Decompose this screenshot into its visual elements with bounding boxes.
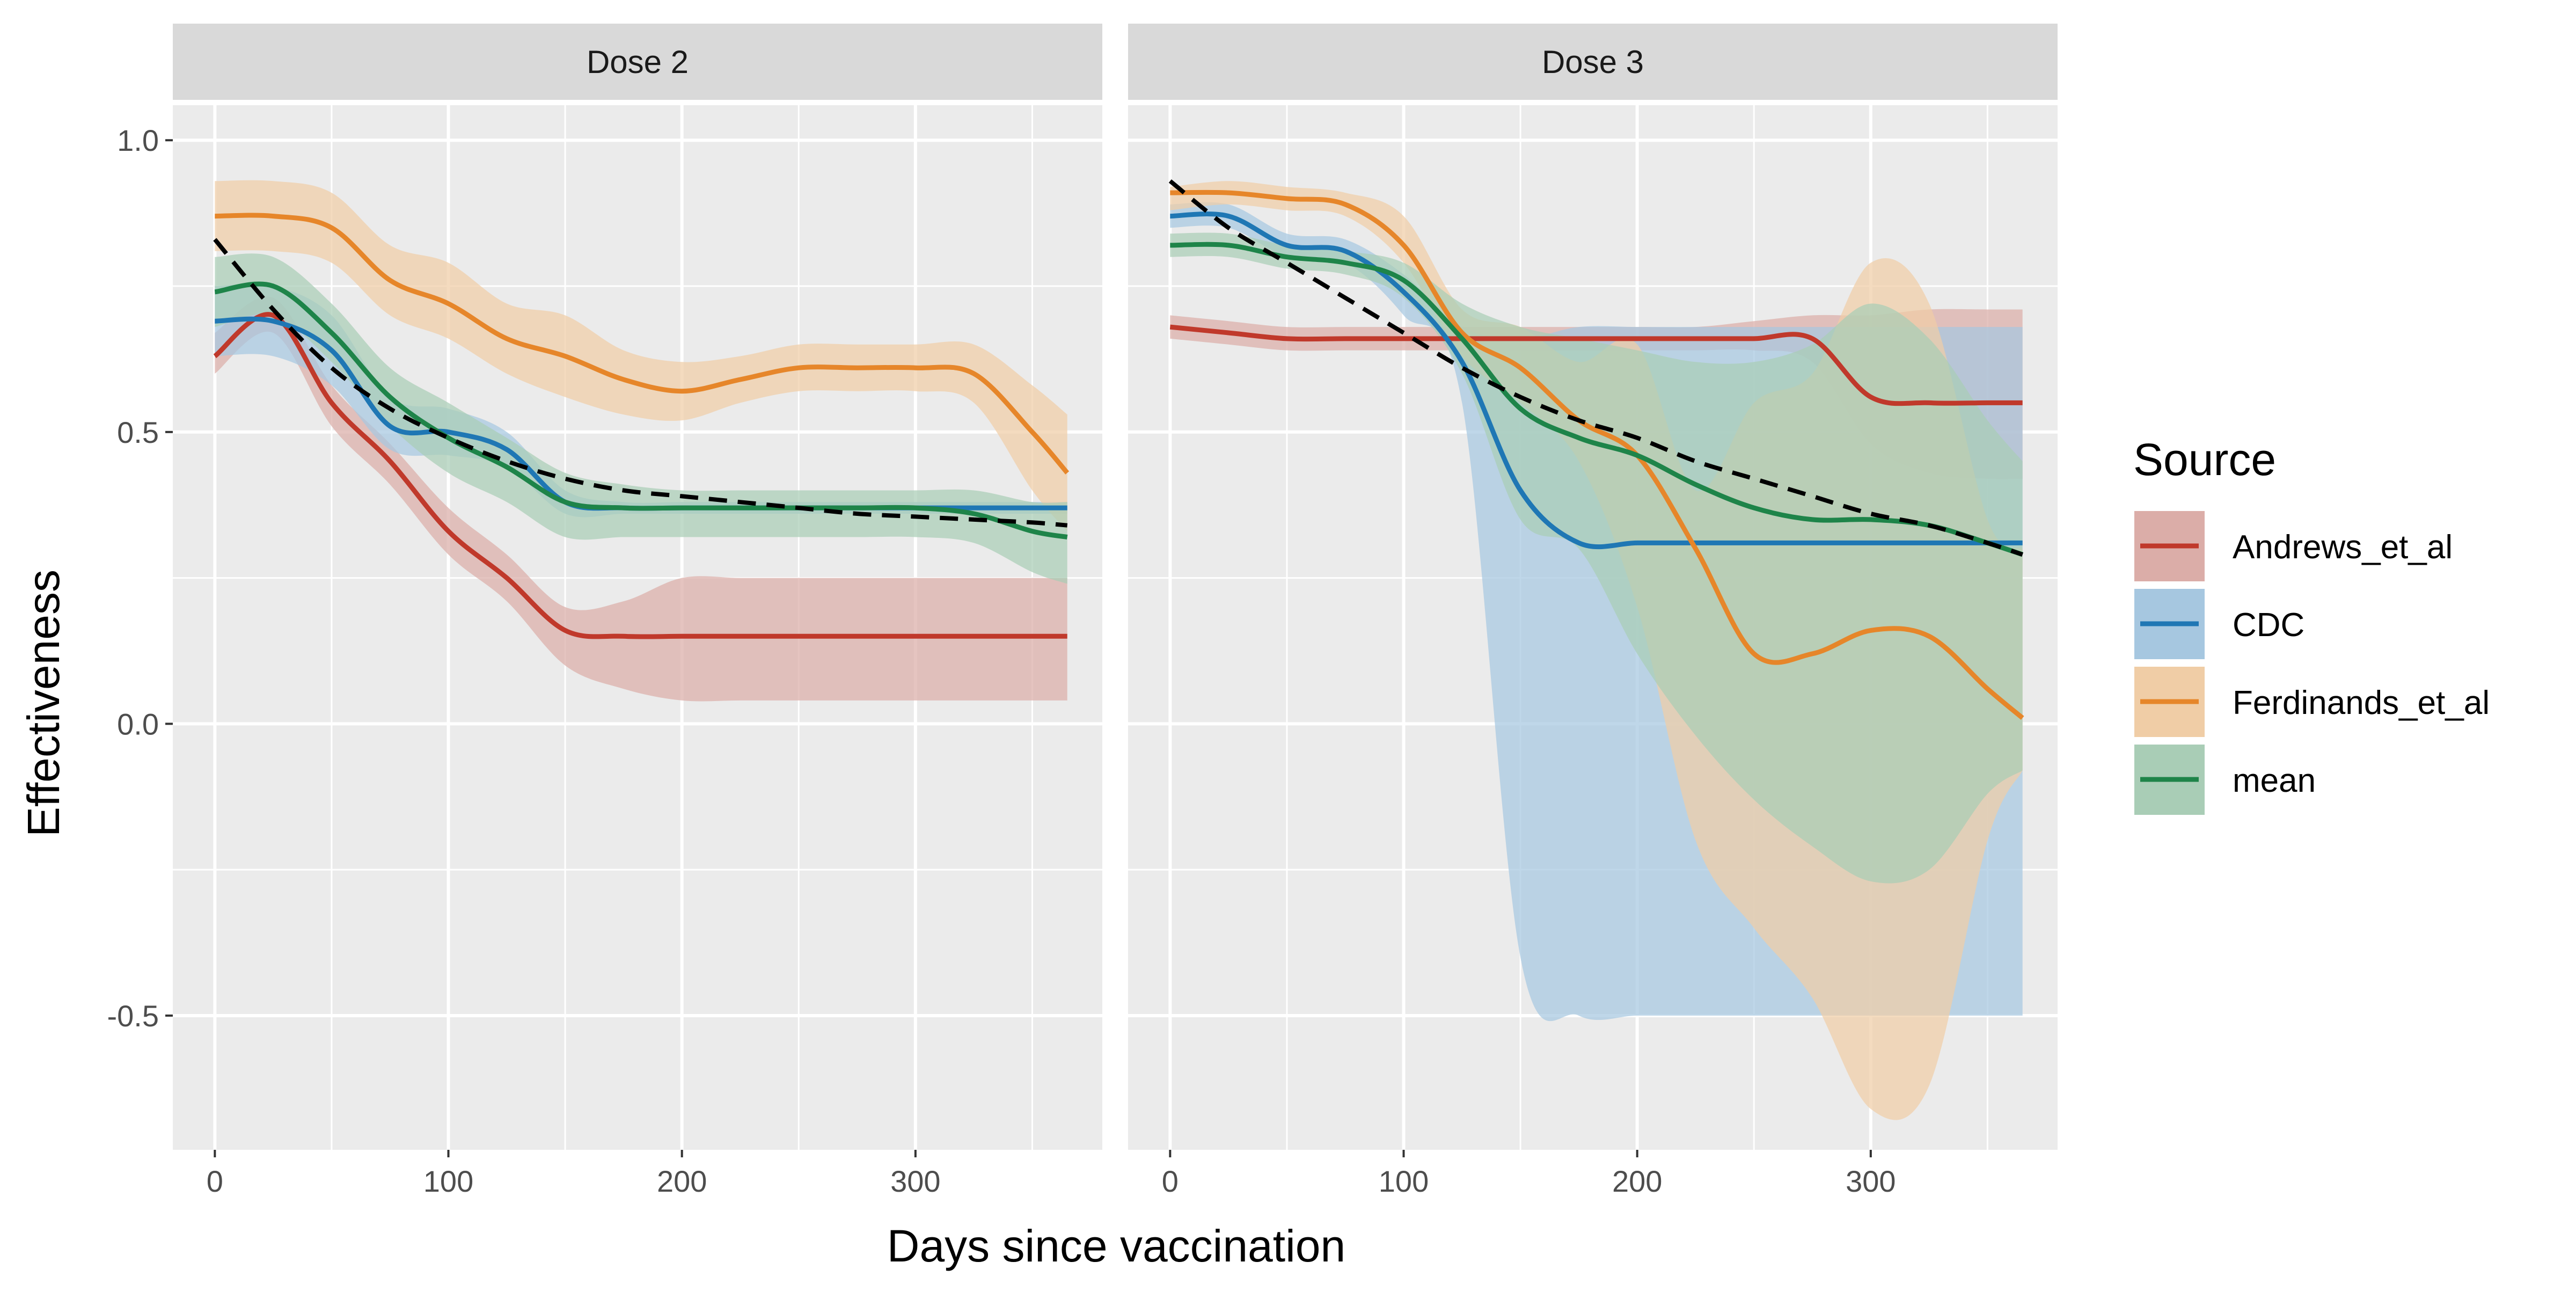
confidence-ribbons xyxy=(1170,181,2023,1120)
line-ferdinands-et-al xyxy=(215,213,1070,475)
line-andrews-et-al xyxy=(213,312,1067,639)
legend-label: Andrews_et_al xyxy=(2233,529,2453,566)
x-tick-label: 300 xyxy=(890,1164,940,1198)
panels-layer: Dose 2 0 100 200 300 -0.5 0.0 0.5 1.0 Dose 3 0 100 2… xyxy=(107,24,2058,1198)
legend-entry-andrews-et-al: Andrews_et_al xyxy=(2132,509,2453,583)
panel-2: Dose 3 0 100 200 300 xyxy=(1128,24,2058,1198)
y-tick-label: -0.5 xyxy=(107,999,159,1033)
x-axis-title: Days since vaccination xyxy=(887,1221,1345,1271)
y-tick-label: 0.5 xyxy=(117,415,159,449)
y-axis: -0.5 0.0 0.5 1.0 xyxy=(107,123,173,1033)
y-tick-label: 0.0 xyxy=(117,707,159,741)
legend-entry-ferdinands-et-al: Ferdinands_et_al xyxy=(2132,665,2490,739)
confidence-ribbons xyxy=(215,180,1067,702)
line-trend xyxy=(1168,179,2023,557)
x-tick-label: 200 xyxy=(1612,1164,1662,1198)
legend-label: mean xyxy=(2233,762,2316,799)
x-tick-label: 100 xyxy=(423,1164,473,1198)
legend-label: Ferdinands_et_al xyxy=(2233,684,2490,721)
line-mean xyxy=(214,281,1068,539)
ribbon-mean xyxy=(215,253,1067,584)
x-axis: 0 100 200 300 xyxy=(1162,1150,1896,1198)
series-lines xyxy=(1168,179,2024,720)
y-tick-label: 1.0 xyxy=(117,123,159,157)
legend-label: CDC xyxy=(2233,607,2304,644)
panel-strip xyxy=(1128,24,2058,100)
x-axis: 0 100 200 300 xyxy=(207,1150,941,1198)
x-tick-label: 0 xyxy=(207,1164,223,1198)
ribbon-ferdinands-et-al xyxy=(215,180,1067,531)
x-tick-label: 200 xyxy=(657,1164,707,1198)
x-tick-label: 100 xyxy=(1379,1164,1429,1198)
line-trend xyxy=(213,238,1068,528)
legend: Source Andrews_et_al CDC Ferdinands_et_alm… xyxy=(2132,434,2490,817)
line-ferdinands-et-al xyxy=(1170,189,2024,720)
panel-strip-label: Dose 2 xyxy=(587,44,689,80)
panel-1: Dose 2 0 100 200 300 -0.5 0.0 0.5 1.0 xyxy=(107,24,1102,1198)
x-tick-label: 0 xyxy=(1162,1164,1179,1198)
legend-entry-cdc: CDC xyxy=(2132,587,2304,661)
panel-strip xyxy=(173,24,1102,100)
ribbon-andrews-et-al xyxy=(215,296,1067,702)
line-mean xyxy=(1170,242,2024,557)
y-axis-title: Effectiveness xyxy=(18,570,69,837)
x-tick-label: 300 xyxy=(1846,1164,1896,1198)
line-cdc xyxy=(1170,211,2023,550)
series-lines xyxy=(213,213,1070,639)
ribbon-mean xyxy=(1170,232,2023,884)
legend-entry-mean: mean xyxy=(2132,742,2316,817)
legend-title: Source xyxy=(2133,434,2276,485)
line-andrews-et-al xyxy=(1169,324,2023,406)
panel-strip-label: Dose 3 xyxy=(1542,44,1644,80)
